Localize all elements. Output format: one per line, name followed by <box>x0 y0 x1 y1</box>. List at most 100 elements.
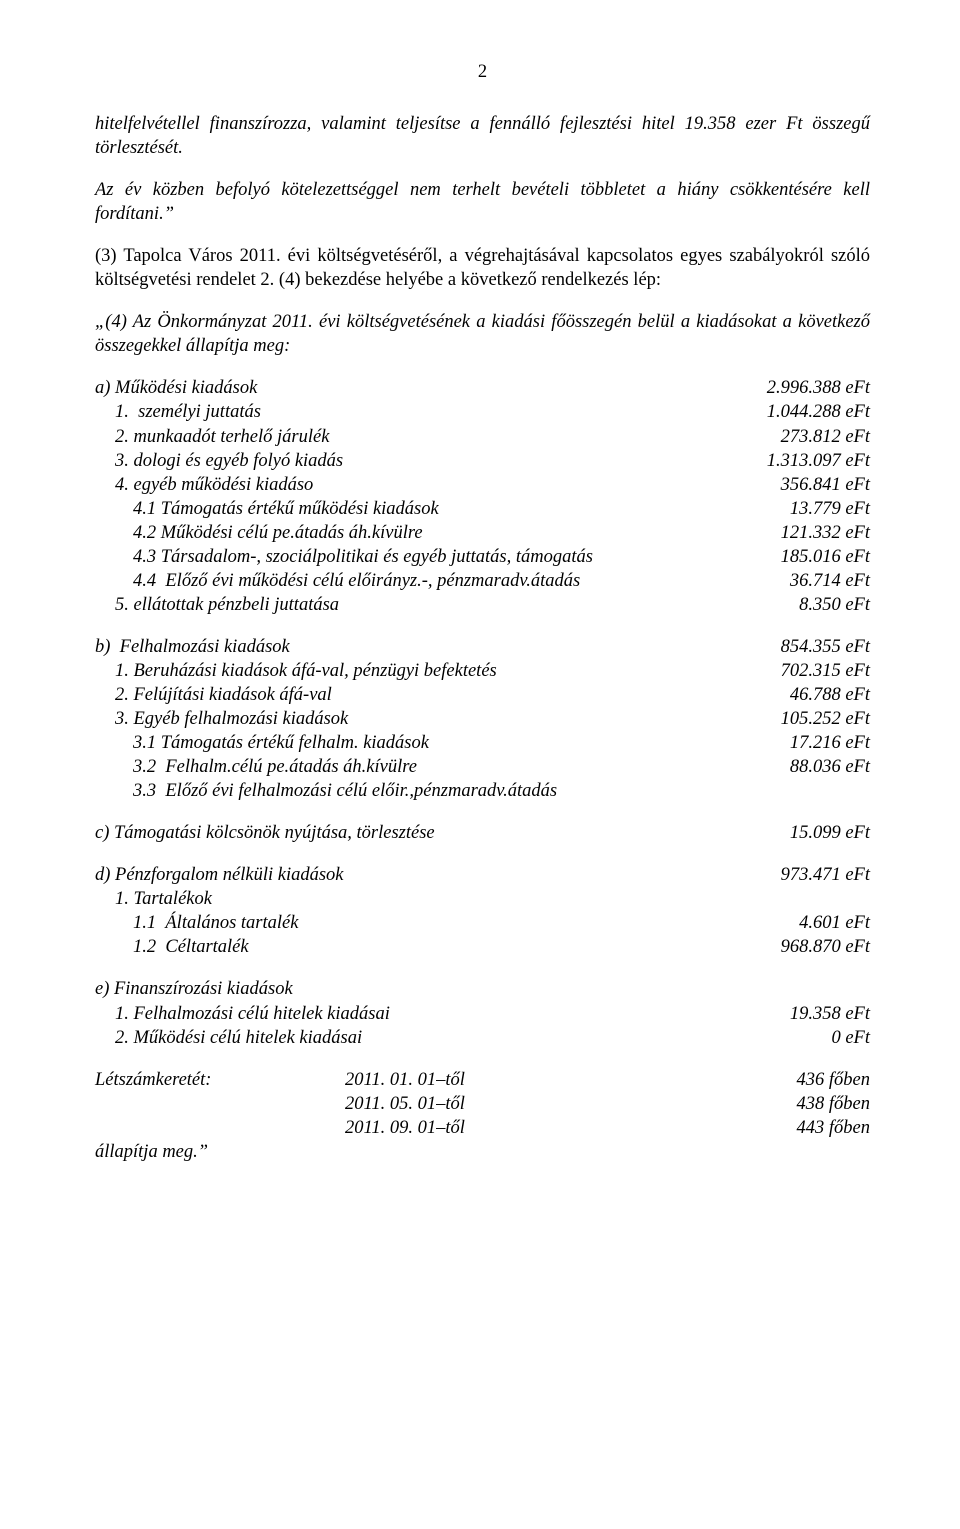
budget-item: 4.3 Társadalom-, szociálpolitikai és egy… <box>95 545 870 569</box>
section-a-title: a) Működési kiadások 2.996.388 eFt <box>95 376 870 400</box>
section-e-title: e) Finanszírozási kiadások <box>95 977 870 1001</box>
budget-item: 3. Egyéb felhalmozási kiadások 105.252 eF… <box>95 707 870 731</box>
value: 356.841 eFt <box>761 473 870 497</box>
headcount-row: 2011. 05. 01–től 438 főben <box>95 1092 870 1116</box>
paragraph-3: (3) Tapolca Város 2011. évi költségvetés… <box>95 244 870 292</box>
label: 3.3 Előző évi felhalmozási célú előir.,p… <box>95 779 557 803</box>
spacer <box>95 1092 345 1116</box>
label: 1. Tartalékok <box>95 887 212 911</box>
budget-item: 4.1 Támogatás értékű működési kiadások 13… <box>95 497 870 521</box>
closing-text: állapítja meg.” <box>95 1140 208 1164</box>
budget-item: 3. dologi és egyéb folyó kiadás 1.313.097… <box>95 449 870 473</box>
label: 1. Felhalmozási célú hitelek kiadásai <box>95 1002 390 1026</box>
label: 5. ellátottak pénzbeli juttatása <box>95 593 339 617</box>
value: 1.044.288 eFt <box>747 400 870 424</box>
budget-item: 1. Felhalmozási célú hitelek kiadásai 19.… <box>95 1002 870 1026</box>
value: 0 eFt <box>811 1026 870 1050</box>
value: 968.870 eFt <box>761 935 870 959</box>
budget-item: 1. Tartalékok <box>95 887 870 911</box>
label: 2. Felújítási kiadások áfá-val <box>95 683 332 707</box>
value: 273.812 eFt <box>761 425 870 449</box>
budget-item: 1. Beruházási kiadások áfá-val, pénzügyi… <box>95 659 870 683</box>
budget-item: 3.1 Támogatás értékű felhalm. kiadások 17… <box>95 731 870 755</box>
value: 702.315 eFt <box>761 659 870 683</box>
section-c-title: c) Támogatási kölcsönök nyújtása, törles… <box>95 821 870 845</box>
label: 1.1 Általános tartalék <box>95 911 298 935</box>
value: 15.099 eFt <box>770 821 870 845</box>
value: 36.714 eFt <box>770 569 870 593</box>
value: 1.313.097 eFt <box>747 449 870 473</box>
section-a: a) Működési kiadások 2.996.388 eFt 1. sz… <box>95 376 870 616</box>
budget-item: 4. egyéb működési kiadáso 356.841 eFt <box>95 473 870 497</box>
label: c) Támogatási kölcsönök nyújtása, törles… <box>95 821 435 845</box>
label: 4.1 Támogatás értékű működési kiadások <box>95 497 439 521</box>
value: 121.332 eFt <box>761 521 870 545</box>
label: 4. egyéb működési kiadáso <box>95 473 313 497</box>
value: 973.471 eFt <box>761 863 870 887</box>
section-b: b) Felhalmozási kiadások 854.355 eFt 1. … <box>95 635 870 803</box>
label: 4.2 Működési célú pe.átadás áh.kívülre <box>95 521 423 545</box>
label: 3. dologi és egyéb folyó kiadás <box>95 449 343 473</box>
label: e) Finanszírozási kiadások <box>95 977 293 1001</box>
value: 19.358 eFt <box>770 1002 870 1026</box>
headcount-date: 2011. 05. 01–től <box>345 1092 595 1116</box>
budget-item: 2. munkaadót terhelő járulék 273.812 eFt <box>95 425 870 449</box>
headcount-value: 436 főben <box>595 1068 870 1092</box>
label: 3.2 Felhalm.célú pe.átadás áh.kívülre <box>95 755 417 779</box>
label: 1.2 Céltartalék <box>95 935 249 959</box>
closing-line: állapítja meg.” <box>95 1140 870 1164</box>
value: 13.779 eFt <box>770 497 870 521</box>
budget-item: 5. ellátottak pénzbeli juttatása 8.350 eF… <box>95 593 870 617</box>
budget-item: 3.2 Felhalm.célú pe.átadás áh.kívülre 88.… <box>95 755 870 779</box>
label: 3.1 Támogatás értékű felhalm. kiadások <box>95 731 429 755</box>
label: d) Pénzforgalom nélküli kiadások <box>95 863 344 887</box>
headcount-date: 2011. 01. 01–től <box>345 1068 595 1092</box>
value: 17.216 eFt <box>770 731 870 755</box>
section-e: e) Finanszírozási kiadások 1. Felhalmozá… <box>95 977 870 1049</box>
page-number: 2 <box>95 60 870 84</box>
section-b-title: b) Felhalmozási kiadások 854.355 eFt <box>95 635 870 659</box>
budget-item: 4.2 Működési célú pe.átadás áh.kívülre 12… <box>95 521 870 545</box>
value: 4.601 eFt <box>779 911 870 935</box>
headcount-date: 2011. 09. 01–től <box>345 1116 595 1140</box>
value <box>850 887 870 911</box>
headcount-value: 443 főben <box>595 1116 870 1140</box>
value <box>850 779 870 803</box>
value: 2.996.388 eFt <box>747 376 870 400</box>
section-d-title: d) Pénzforgalom nélküli kiadások 973.471… <box>95 863 870 887</box>
label: 4.3 Társadalom-, szociálpolitikai és egy… <box>95 545 593 569</box>
value: 88.036 eFt <box>770 755 870 779</box>
label: b) Felhalmozási kiadások <box>95 635 290 659</box>
budget-item: 2. Felújítási kiadások áfá-val 46.788 eFt <box>95 683 870 707</box>
label: 4.4 Előző évi működési célú előirányz.-,… <box>95 569 580 593</box>
section-d: d) Pénzforgalom nélküli kiadások 973.471… <box>95 863 870 959</box>
label: 3. Egyéb felhalmozási kiadások <box>95 707 348 731</box>
headcount-section: Létszámkeretét: 2011. 01. 01–től 436 főb… <box>95 1068 870 1164</box>
budget-item: 4.4 Előző évi működési célú előirányz.-,… <box>95 569 870 593</box>
label: 1. személyi juttatás <box>95 400 261 424</box>
value: 185.016 eFt <box>761 545 870 569</box>
value: 105.252 eFt <box>761 707 870 731</box>
paragraph-4: „(4) Az Önkormányzat 2011. évi költségve… <box>95 310 870 358</box>
budget-item: 1.2 Céltartalék 968.870 eFt <box>95 935 870 959</box>
value: 46.788 eFt <box>770 683 870 707</box>
spacer <box>95 1116 345 1140</box>
label: 2. Működési célú hitelek kiadásai <box>95 1026 362 1050</box>
headcount-label: Létszámkeretét: <box>95 1068 345 1092</box>
budget-item: 3.3 Előző évi felhalmozási célú előir.,p… <box>95 779 870 803</box>
value <box>850 977 870 1001</box>
value: 854.355 eFt <box>761 635 870 659</box>
label: 2. munkaadót terhelő járulék <box>95 425 329 449</box>
budget-item: 2. Működési célú hitelek kiadásai 0 eFt <box>95 1026 870 1050</box>
paragraph-2: Az év közben befolyó kötelezettséggel ne… <box>95 178 870 226</box>
headcount-row: Létszámkeretét: 2011. 01. 01–től 436 főb… <box>95 1068 870 1092</box>
paragraph-1: hitelfelvétellel finanszírozza, valamint… <box>95 112 870 160</box>
label: 1. Beruházási kiadások áfá-val, pénzügyi… <box>95 659 497 683</box>
value: 8.350 eFt <box>779 593 870 617</box>
headcount-row: 2011. 09. 01–től 443 főben <box>95 1116 870 1140</box>
label: a) Működési kiadások <box>95 376 257 400</box>
budget-item: 1. személyi juttatás 1.044.288 eFt <box>95 400 870 424</box>
budget-item: 1.1 Általános tartalék 4.601 eFt <box>95 911 870 935</box>
headcount-value: 438 főben <box>595 1092 870 1116</box>
section-c: c) Támogatási kölcsönök nyújtása, törles… <box>95 821 870 845</box>
